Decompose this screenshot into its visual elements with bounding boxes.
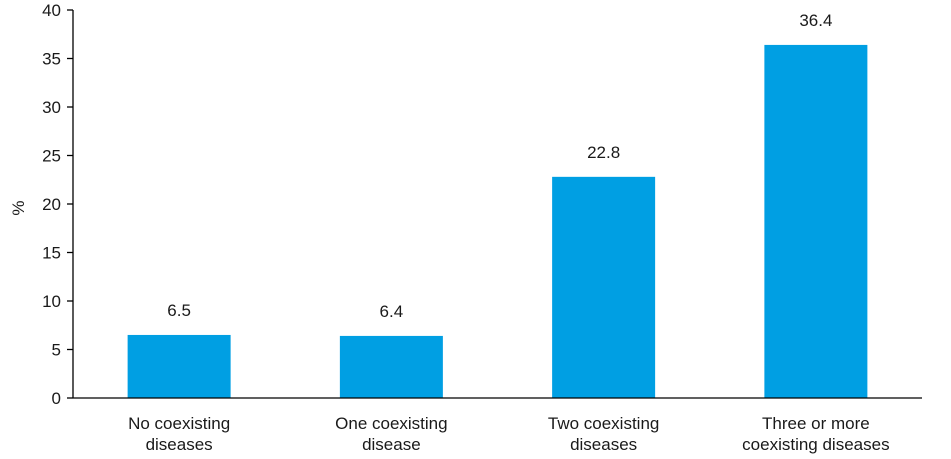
y-tick-label: 10 bbox=[42, 292, 61, 311]
bar bbox=[552, 176, 656, 398]
bar-value-label: 36.4 bbox=[799, 11, 832, 30]
bar-value-label: 6.4 bbox=[380, 302, 404, 321]
y-tick-label: 20 bbox=[42, 195, 61, 214]
bar-value-label: 6.5 bbox=[167, 301, 191, 320]
y-tick-label: 30 bbox=[42, 98, 61, 117]
bar-value-label: 22.8 bbox=[587, 143, 620, 162]
y-axis-ticks: 0 5 10 15 20 25 30 35 40 bbox=[42, 1, 73, 408]
y-tick-label: 5 bbox=[52, 341, 61, 360]
y-tick-label: 15 bbox=[42, 244, 61, 263]
y-axis-title: % bbox=[9, 200, 28, 215]
category-label: Three or more coexisting diseases bbox=[742, 414, 889, 454]
category-label: No coexisting diseases bbox=[128, 414, 230, 454]
category-label: One coexisting disease bbox=[335, 414, 447, 454]
y-tick-label: 40 bbox=[42, 1, 61, 20]
y-tick-label: 35 bbox=[42, 50, 61, 69]
bar bbox=[764, 44, 868, 399]
bar bbox=[339, 335, 443, 398]
bars bbox=[127, 44, 868, 399]
bar bbox=[127, 334, 231, 398]
category-labels: No coexisting diseases One coexisting disea… bbox=[128, 414, 889, 454]
data-labels: 6.5 6.4 22.8 36.4 bbox=[167, 11, 832, 321]
y-tick-label: 25 bbox=[42, 147, 61, 166]
y-tick-label: 0 bbox=[52, 389, 61, 408]
category-label: Two coexisting diseases bbox=[548, 414, 660, 454]
